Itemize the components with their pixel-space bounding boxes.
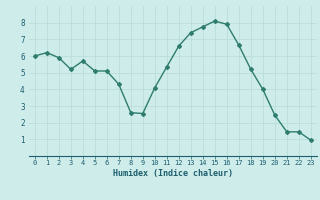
X-axis label: Humidex (Indice chaleur): Humidex (Indice chaleur) — [113, 169, 233, 178]
